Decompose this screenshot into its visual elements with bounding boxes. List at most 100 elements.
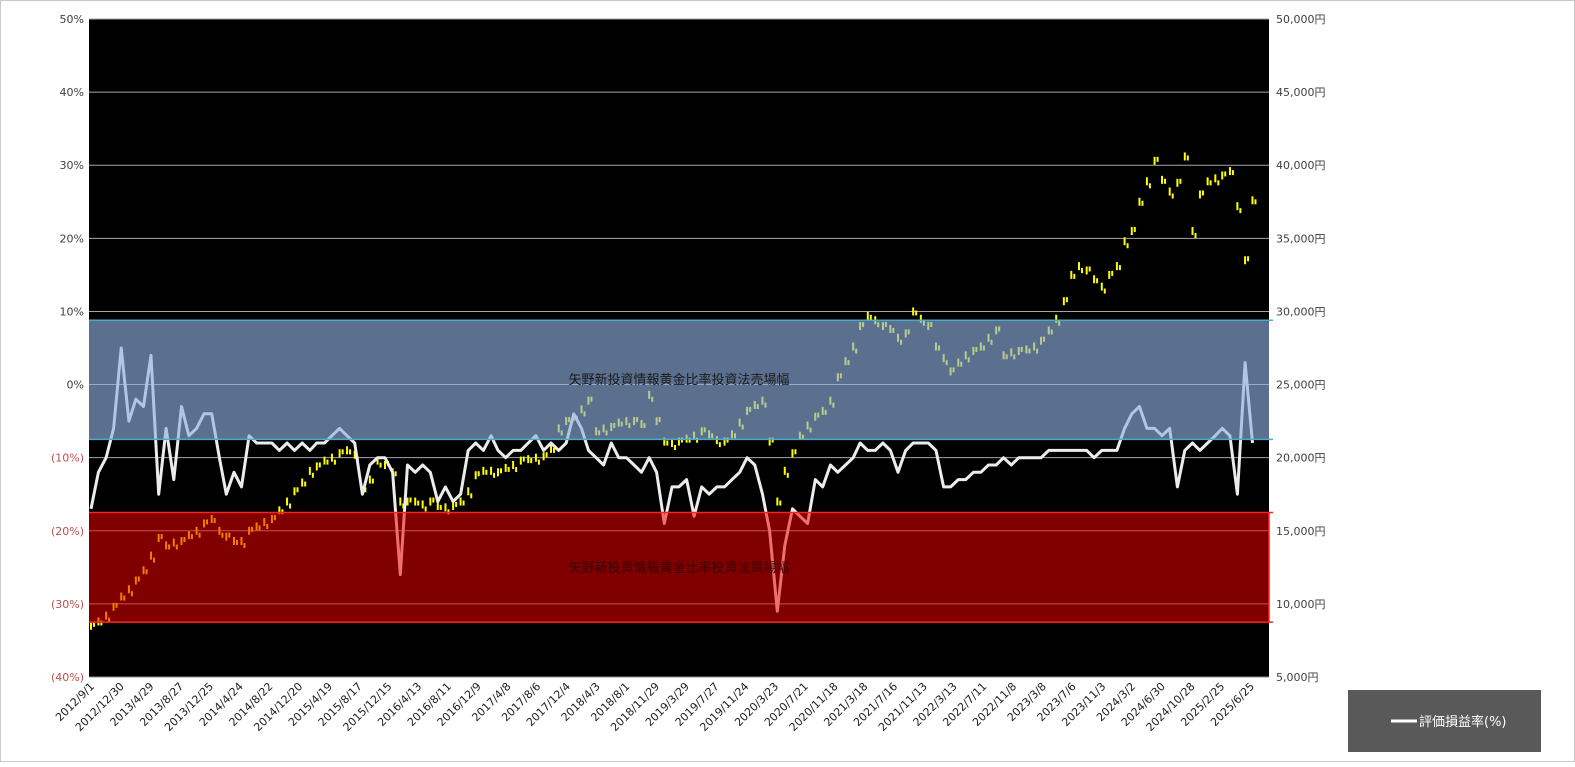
- legend: 評価損益率(%): [1348, 690, 1541, 752]
- price-point: [866, 311, 869, 320]
- price-point: [912, 307, 915, 316]
- price-point: [677, 437, 680, 446]
- price-point: [383, 460, 386, 469]
- price-point: [323, 456, 326, 465]
- left-axis: 50% 40% 30% 20% 10% 0% (10%) (20%) (30%) (40%): [51, 13, 84, 684]
- price-point: [534, 453, 537, 462]
- price-point: [1247, 256, 1250, 262]
- price-point: [1153, 156, 1156, 165]
- price-point: [1179, 178, 1182, 184]
- price-point: [364, 487, 367, 493]
- price-point: [1055, 314, 1058, 323]
- price-point: [417, 500, 420, 506]
- price-point: [293, 487, 296, 496]
- price-point: [776, 497, 779, 506]
- price-point: [1183, 152, 1186, 161]
- price-point: [376, 456, 379, 465]
- price-point: [512, 460, 515, 469]
- price-point: [462, 500, 465, 506]
- price-point: [663, 437, 666, 446]
- price-point: [1085, 266, 1088, 275]
- price-point: [1103, 288, 1106, 294]
- price-point: [315, 462, 318, 471]
- right-tick-label: 45,000円: [1276, 86, 1326, 99]
- right-tick-label: 10,000円: [1276, 598, 1326, 611]
- price-point: [688, 437, 691, 443]
- left-tick-label: (20%): [51, 525, 84, 538]
- price-point: [1148, 183, 1151, 189]
- price-point: [436, 501, 439, 510]
- price-point: [353, 450, 356, 459]
- price-point: [723, 437, 726, 446]
- price-point: [1201, 190, 1204, 196]
- price-point: [371, 478, 374, 484]
- left-tick-label: 40%: [60, 86, 84, 99]
- price-point: [1239, 208, 1242, 214]
- price-point: [318, 462, 321, 468]
- price-point: [1221, 171, 1224, 180]
- price-point: [1161, 175, 1164, 184]
- price-point: [93, 621, 95, 627]
- price-point: [545, 452, 548, 458]
- price-point: [379, 462, 382, 468]
- price-point: [530, 458, 533, 464]
- price-point: [515, 466, 518, 472]
- price-point: [1164, 178, 1167, 184]
- price-point: [718, 442, 721, 448]
- price-point: [1209, 180, 1212, 186]
- series-line-pl-rate: [89, 346, 1254, 613]
- price-point: [1251, 196, 1254, 205]
- price-point: [341, 449, 344, 455]
- price-point: [504, 463, 507, 472]
- price-point: [1093, 275, 1096, 284]
- price-point: [1217, 180, 1220, 186]
- price-point: [1138, 197, 1141, 206]
- price-point: [1115, 262, 1118, 271]
- price-point: [791, 449, 794, 458]
- price-point: [490, 466, 493, 475]
- right-tick-label: 15,000円: [1276, 525, 1326, 538]
- price-point: [1254, 199, 1257, 205]
- right-tick-label: 20,000円: [1276, 452, 1326, 465]
- right-tick-label: 25,000円: [1276, 379, 1326, 392]
- price-point: [444, 503, 447, 512]
- right-tick-label: 35,000円: [1276, 232, 1326, 245]
- price-point: [1070, 270, 1073, 279]
- price-point: [1168, 187, 1171, 196]
- price-point: [496, 468, 499, 477]
- price-point: [1126, 243, 1129, 249]
- price-point: [537, 459, 540, 465]
- price-point: [1224, 171, 1227, 177]
- left-tick-label: 10%: [60, 305, 84, 318]
- price-point: [399, 497, 402, 506]
- price-point: [499, 468, 502, 474]
- price-point: [1096, 278, 1099, 284]
- price-point: [100, 620, 103, 626]
- price-point: [308, 466, 311, 475]
- buy-band: [89, 512, 1269, 623]
- price-point: [1133, 227, 1136, 233]
- price-point: [414, 497, 417, 506]
- left-tick-label: 20%: [60, 232, 84, 245]
- price-point: [1111, 270, 1114, 276]
- price-point: [1228, 167, 1231, 176]
- price-point: [455, 501, 458, 507]
- price-point: [432, 497, 435, 503]
- price-point: [301, 478, 304, 487]
- price-point: [786, 472, 789, 478]
- left-tick-label: (40%): [51, 671, 84, 684]
- left-tick-label: 0%: [67, 379, 84, 392]
- price-point: [452, 501, 455, 510]
- left-tick-label: (10%): [51, 452, 84, 465]
- price-point: [304, 481, 307, 487]
- left-tick-label: (30%): [51, 598, 84, 611]
- price-point: [522, 456, 525, 462]
- price-point: [1100, 282, 1103, 291]
- price-point: [1194, 233, 1197, 239]
- price-point: [333, 459, 336, 465]
- price-point: [409, 497, 412, 503]
- right-tick-label: 30,000円: [1276, 305, 1326, 318]
- price-point: [1206, 177, 1209, 186]
- right-tick-label: 50,000円: [1276, 13, 1326, 26]
